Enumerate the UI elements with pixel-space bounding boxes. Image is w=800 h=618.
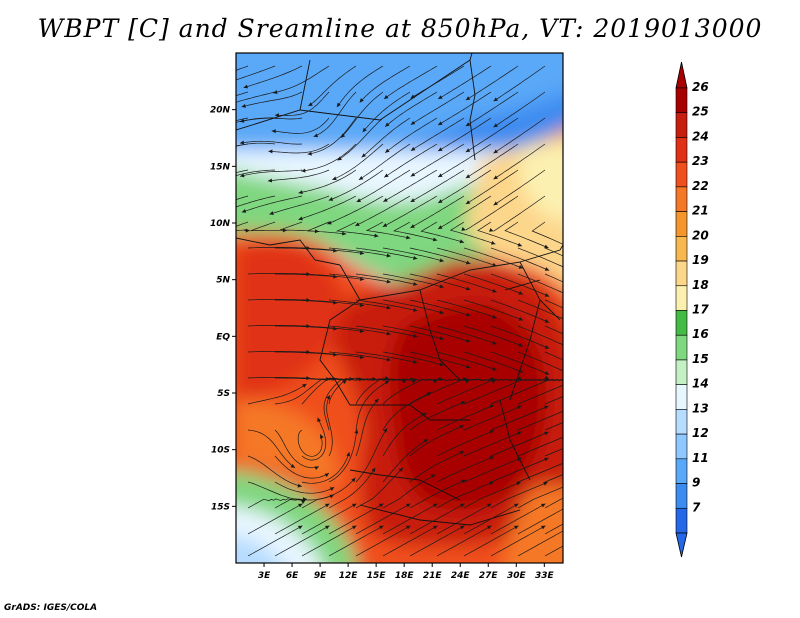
map-frame [235,52,564,564]
lon-tick-label: 27E [479,571,499,581]
colorbar-swatch [675,186,688,212]
colorbar: 26 25 24 23 22 21 20 19 18 17 16 15 14 13 12 11 9 7 [675,61,709,558]
grads-credit: GrADS: IGES/COLA [4,603,98,613]
colorbar-swatch [675,211,688,237]
colorbar-label: 25 [692,105,709,119]
lon-tick-label: 12E [339,571,359,581]
lon-axis: 3E 6E 9E 12E 15E 18E 21E 24E 27E 30E 33E [258,563,555,581]
wbpt-shading [236,53,563,563]
colorbar-label: 9 [692,476,700,490]
colorbar-label: 21 [692,204,709,218]
country-borders [236,53,563,526]
colorbar-swatch [675,359,688,385]
colorbar-label: 26 [692,80,709,94]
colorbar-swatch [675,236,688,262]
colorbar-swatch [675,112,688,138]
lat-tick-label: 10S [211,446,230,456]
colorbar-label: 19 [692,253,709,267]
colorbar-swatch [675,310,688,336]
colorbar-swatch [675,433,688,460]
colorbar-swatch [675,458,688,484]
map-area [236,53,563,563]
lat-axis: 20N 15N 10N 5N EQ 5S 10S 15S [210,106,236,512]
colorbar-swatch [675,384,688,410]
colorbar-label: 11 [692,451,709,465]
colorbar-label: 20 [692,228,709,242]
lat-tick-label: 15S [211,502,230,512]
colorbar-label: 16 [692,327,709,341]
colorbar-swatch [675,409,688,435]
colorbar-label: 12 [692,426,709,440]
colorbar-top-arrow [675,61,688,89]
colorbar-swatch [675,260,688,287]
lon-tick-label: 15E [367,571,387,581]
colorbar-label: 24 [692,129,709,143]
colorbar-label: 17 [692,303,709,317]
colorbar-label: 22 [692,179,709,193]
lon-tick-label: 33E [535,571,555,581]
colorbar-swatch [675,285,688,311]
streamlines [236,65,563,557]
colorbar-swatch [675,483,688,509]
lon-tick-label: 18E [395,571,415,581]
colorbar-swatch [675,87,688,114]
lon-tick-label: 9E [314,571,327,581]
lat-tick-label: 5N [216,276,230,286]
colorbar-bottom-arrow [675,532,688,558]
lon-tick-label: 30E [507,571,527,581]
colorbar-swatch [675,137,688,163]
colorbar-label: 23 [692,154,709,168]
lat-tick-label: EQ [216,332,230,342]
lat-tick-label: 10N [210,219,231,229]
colorbar-label: 14 [692,377,709,391]
colorbar-swatch [675,334,688,361]
lat-tick-label: 5S [217,389,230,399]
lon-tick-label: 6E [286,571,299,581]
colorbar-swatch [675,507,688,534]
colorbar-label: 15 [692,352,709,366]
page-title: WBPT [C] and Sreamline at 850hPa, VT: 20… [37,14,763,43]
colorbar-label: 18 [692,278,709,292]
lon-tick-label: 24E [451,571,471,581]
lat-tick-label: 20N [210,106,231,116]
lon-tick-label: 3E [258,571,271,581]
colorbar-label: 13 [692,401,709,415]
colorbar-swatch [675,161,688,188]
lon-tick-label: 21E [423,571,443,581]
colorbar-label: 7 [692,500,701,514]
lat-tick-label: 15N [210,162,231,172]
